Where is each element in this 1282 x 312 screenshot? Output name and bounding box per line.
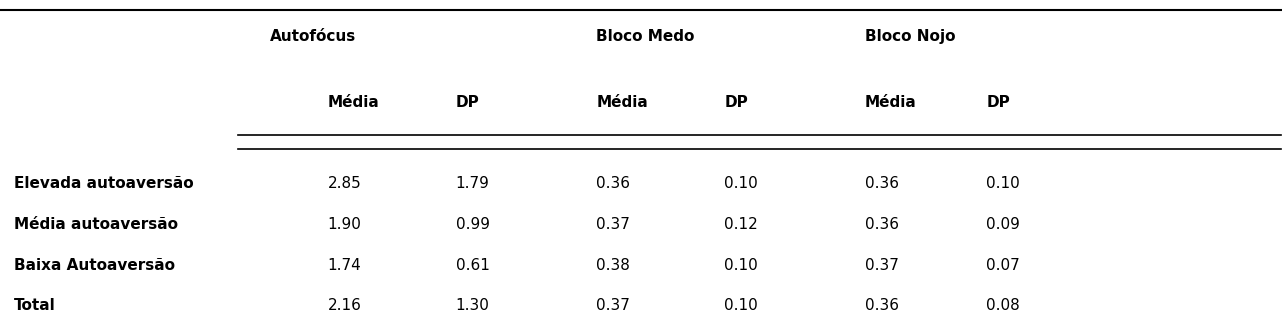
Text: 1.90: 1.90 bbox=[328, 217, 362, 232]
Text: 0.61: 0.61 bbox=[455, 257, 490, 272]
Text: 1.30: 1.30 bbox=[455, 298, 490, 312]
Text: 1.79: 1.79 bbox=[455, 176, 490, 191]
Text: DP: DP bbox=[986, 95, 1010, 110]
Text: Bloco Medo: Bloco Medo bbox=[596, 29, 695, 44]
Text: 2.85: 2.85 bbox=[328, 176, 362, 191]
Text: Baixa Autoaversão: Baixa Autoaversão bbox=[14, 257, 176, 272]
Text: 0.10: 0.10 bbox=[724, 298, 758, 312]
Text: 0.37: 0.37 bbox=[865, 257, 899, 272]
Text: Média: Média bbox=[328, 95, 379, 110]
Text: 0.36: 0.36 bbox=[865, 298, 899, 312]
Text: 0.36: 0.36 bbox=[865, 176, 899, 191]
Text: Elevada autoaversão: Elevada autoaversão bbox=[14, 176, 194, 191]
Text: 0.99: 0.99 bbox=[455, 217, 490, 232]
Text: DP: DP bbox=[724, 95, 747, 110]
Text: 0.38: 0.38 bbox=[596, 257, 629, 272]
Text: Total: Total bbox=[14, 298, 56, 312]
Text: 0.08: 0.08 bbox=[986, 298, 1020, 312]
Text: 1.74: 1.74 bbox=[328, 257, 362, 272]
Text: 0.36: 0.36 bbox=[865, 217, 899, 232]
Text: Média autoaversão: Média autoaversão bbox=[14, 217, 178, 232]
Text: Autofócus: Autofócus bbox=[271, 29, 356, 44]
Text: 2.16: 2.16 bbox=[328, 298, 362, 312]
Text: 0.10: 0.10 bbox=[724, 257, 758, 272]
Text: 0.10: 0.10 bbox=[724, 176, 758, 191]
Text: Média: Média bbox=[596, 95, 647, 110]
Text: 0.36: 0.36 bbox=[596, 176, 631, 191]
Text: 0.07: 0.07 bbox=[986, 257, 1020, 272]
Text: Bloco Nojo: Bloco Nojo bbox=[865, 29, 955, 44]
Text: DP: DP bbox=[455, 95, 479, 110]
Text: 0.09: 0.09 bbox=[986, 217, 1020, 232]
Text: 0.12: 0.12 bbox=[724, 217, 758, 232]
Text: 0.37: 0.37 bbox=[596, 298, 629, 312]
Text: 0.37: 0.37 bbox=[596, 217, 629, 232]
Text: 0.10: 0.10 bbox=[986, 176, 1020, 191]
Text: Média: Média bbox=[865, 95, 917, 110]
